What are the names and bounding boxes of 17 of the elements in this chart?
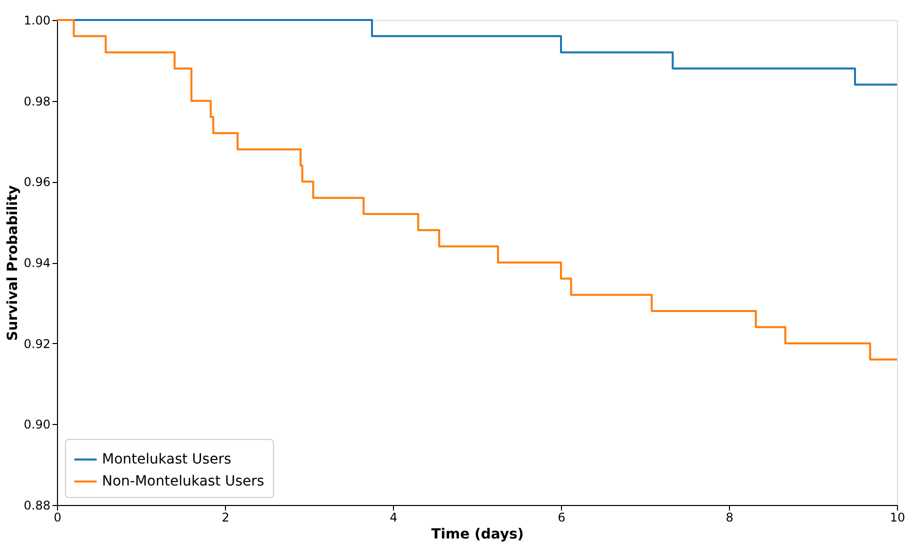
y-axis-title: Survival Probability — [4, 185, 21, 341]
x-tick-label: 6 — [558, 510, 566, 524]
x-axis-title: Time (days) — [431, 526, 524, 542]
x-tick-label: 2 — [222, 510, 230, 524]
legend-label: Non-Montelukast Users — [102, 474, 264, 490]
y-tick-label: 0.90 — [24, 418, 50, 432]
y-tick-label: 0.96 — [24, 175, 50, 190]
x-tick-label: 0 — [54, 510, 62, 524]
y-tick-label: 0.98 — [24, 94, 50, 108]
y-tick-label: 0.94 — [24, 256, 50, 270]
x-tick-label: 8 — [726, 510, 734, 524]
x-tick-label: 10 — [890, 510, 906, 524]
y-tick-label: 1.00 — [24, 14, 50, 28]
legend-label: Montelukast Users — [102, 452, 232, 468]
x-tick-label: 4 — [390, 510, 398, 524]
y-tick-label: 0.92 — [24, 336, 50, 351]
y-tick-label: 0.88 — [24, 498, 50, 512]
